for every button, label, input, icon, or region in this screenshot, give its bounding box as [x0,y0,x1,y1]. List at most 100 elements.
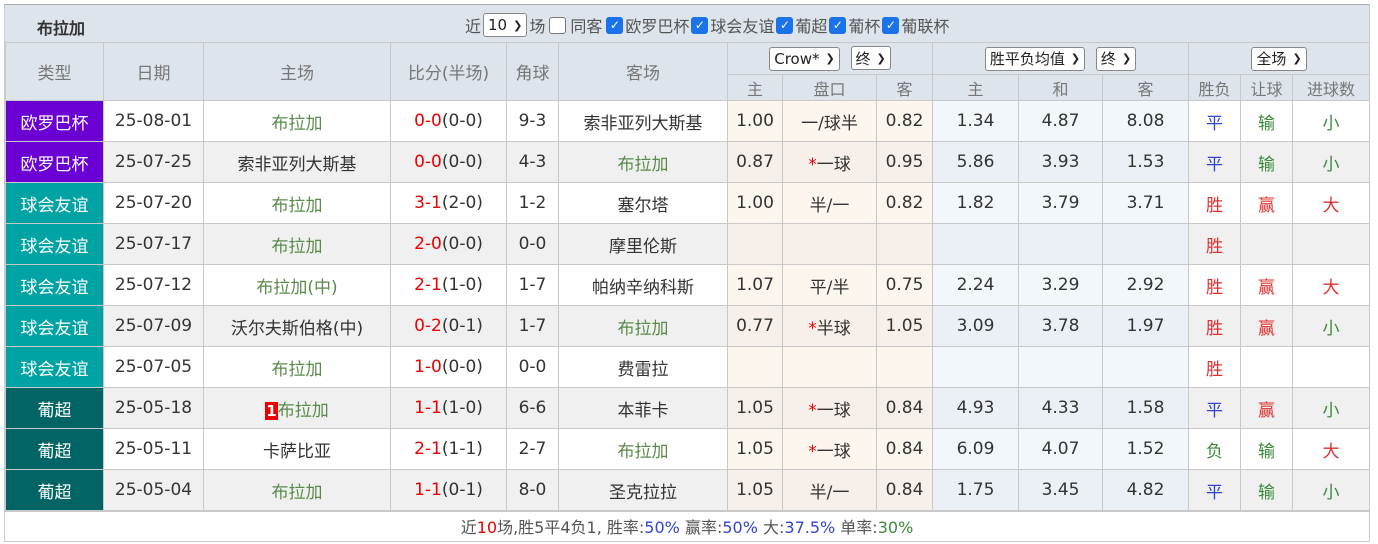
filters: 近 10 ❯ 场 同客 ✓ 欧罗巴杯 ✓ 球会友谊 ✓ 葡超 ✓ 葡杯 ✓ 葡联杯 [465,13,949,37]
away-team[interactable]: 塞尔塔 [558,182,728,224]
odds-away [1101,346,1190,388]
score[interactable]: 2-1(1-0) [390,264,507,306]
away-team[interactable]: 费雷拉 [558,346,728,388]
half-score: (1-0) [441,398,483,418]
home-team[interactable]: 沃尔夫斯伯格(中) [203,305,391,347]
col-score: 比分(半场) [390,42,507,101]
home-team[interactable]: 布拉加(中) [203,264,391,306]
league-checkbox[interactable]: ✓ [606,16,624,34]
away-team-name: 费雷拉 [617,359,669,380]
score[interactable]: 2-1(1-1) [390,428,507,470]
league-type[interactable]: 欧罗巴杯 [5,141,104,183]
league-type[interactable]: 球会友谊 [5,182,104,224]
league-checkbox[interactable]: ✓ [829,16,847,34]
company-select[interactable]: Crow* ❯ [769,46,840,71]
summary-text: 赢率: [679,518,723,537]
handicap-away-odds: 1.05 [876,305,933,347]
handicap-value: 一球 [816,154,851,175]
match-row: 葡超 25-05-04 布拉加 1-1(0-1) 8-0 圣克拉拉 1.05 半… [5,469,1371,511]
league-checkbox[interactable]: ✓ [882,16,900,34]
score[interactable]: 1-1(1-0) [390,387,507,429]
handicap-home-odds: 0.77 [727,305,783,347]
odds-away: 1.97 [1101,305,1190,347]
league-checkbox[interactable]: ✓ [691,16,709,34]
home-team[interactable]: 卡萨比亚 [203,428,391,470]
league-type[interactable]: 欧罗巴杯 [5,100,104,142]
match-row: 葡超 25-05-18 1布拉加 1-1(1-0) 6-6 本菲卡 1.05 *… [5,387,1371,429]
home-team[interactable]: 布拉加 [203,182,391,224]
away-team[interactable]: 布拉加 [558,141,728,183]
score[interactable]: 3-1(2-0) [390,182,507,224]
match-date: 25-07-20 [103,182,204,224]
subcol-header: 盘口 [782,74,877,101]
away-team[interactable]: 摩里伦斯 [558,223,728,265]
avg-select[interactable]: 胜平负均值 ❯ [984,46,1086,71]
away-team-name: 布拉加 [617,441,669,462]
home-team[interactable]: 布拉加 [203,223,391,265]
count-select[interactable]: 10 ❯ [483,13,528,37]
corners: 1-7 [506,305,559,347]
full-score: 1-0 [414,357,442,377]
league-type[interactable]: 球会友谊 [5,305,104,347]
over-rate: 37.5% [784,518,836,537]
odds-draw: 4.33 [1018,387,1103,429]
league-type[interactable]: 葡超 [5,387,104,429]
away-team-name: 本菲卡 [617,400,669,421]
odds-home: 6.09 [932,428,1019,470]
home-team[interactable]: 布拉加 [203,469,391,511]
stage-select[interactable]: 终 ❯ [850,46,891,71]
scope-select[interactable]: 全场 ❯ [1251,46,1307,71]
handicap-home-odds [727,223,783,265]
home-team[interactable]: 布拉加 [203,346,391,388]
full-score: 0-0 [414,152,442,172]
same-guest-label: 同客 [570,17,603,36]
handicap-line: 一/球半 [782,100,877,142]
away-team[interactable]: 圣克拉拉 [558,469,728,511]
corners: 8-0 [506,469,559,511]
league-type[interactable]: 葡超 [5,428,104,470]
league-type[interactable]: 球会友谊 [5,223,104,265]
score[interactable]: 0-0(0-0) [390,100,507,142]
league-type[interactable]: 葡超 [5,469,104,511]
team-title: 布拉加 [37,19,86,38]
subcol-header: 胜负 [1188,74,1242,101]
score[interactable]: 1-0(0-0) [390,346,507,388]
home-team[interactable]: 1布拉加 [203,387,391,429]
handicap-line: *一球 [782,387,877,429]
league-checkbox[interactable]: ✓ [776,16,794,34]
handicap-home-odds [727,346,783,388]
away-team[interactable]: 布拉加 [558,428,728,470]
odds-away: 4.82 [1101,469,1190,511]
result: 胜 [1188,346,1242,388]
score[interactable]: 0-0(0-0) [390,141,507,183]
goals-result: 小 [1292,141,1371,183]
chevron-down-icon: ❯ [1121,52,1132,65]
handicap-result: 赢 [1240,387,1294,429]
subcol-header: 主 [727,74,783,101]
full-score: 1-1 [414,480,442,500]
score[interactable]: 2-0(0-0) [390,223,507,265]
away-team[interactable]: 本菲卡 [558,387,728,429]
league-type[interactable]: 球会友谊 [5,264,104,306]
half-score: (0-0) [441,152,483,172]
away-team[interactable]: 布拉加 [558,305,728,347]
col-date: 日期 [103,42,204,101]
score[interactable]: 0-2(0-1) [390,305,507,347]
same-guest-checkbox[interactable] [549,16,567,34]
away-team[interactable]: 索非亚列大斯基 [558,100,728,142]
home-team[interactable]: 布拉加 [203,100,391,142]
away-team-name: 布拉加 [617,154,669,175]
stage2-select[interactable]: 终 ❯ [1095,46,1137,71]
away-team[interactable]: 帕纳辛纳科斯 [558,264,728,306]
home-team[interactable]: 索非亚列大斯基 [203,141,391,183]
handicap-value: 平/半 [809,277,850,298]
league-type[interactable]: 球会友谊 [5,346,104,388]
score[interactable]: 1-1(0-1) [390,469,507,511]
chevron-down-icon: ❯ [1070,52,1081,65]
handicap-home-odds: 1.00 [727,100,783,142]
handicap-line [782,223,877,265]
home-team-name: 布拉加(中) [256,277,338,298]
odds-home [932,346,1019,388]
full-score: 2-1 [414,439,442,459]
goals-result [1292,346,1371,388]
